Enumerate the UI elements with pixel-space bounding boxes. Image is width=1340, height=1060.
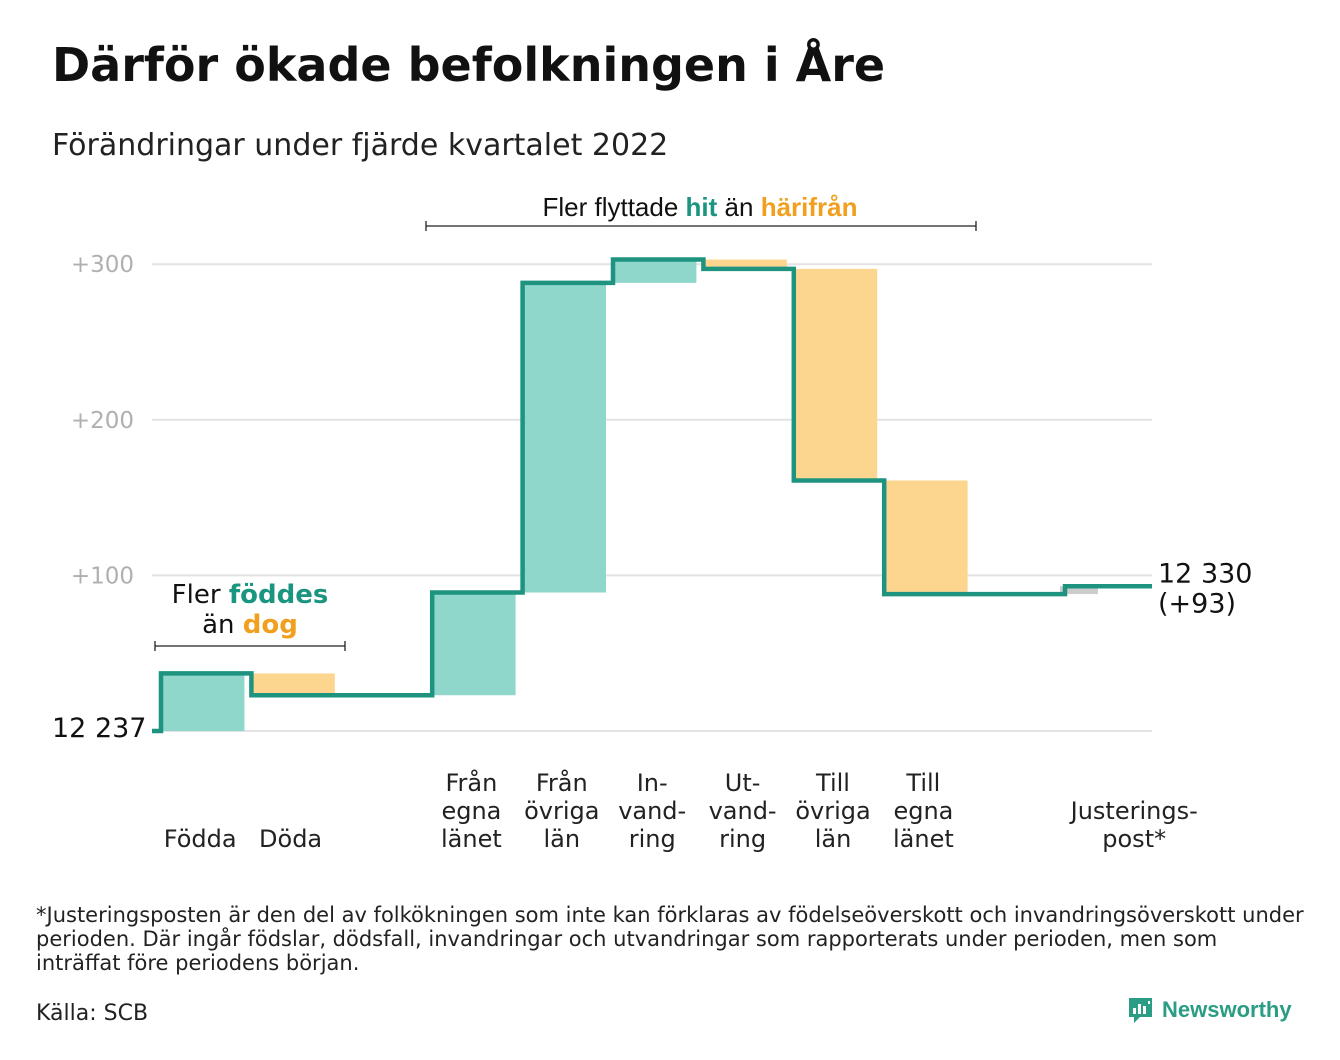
category-label: Ut- bbox=[725, 769, 761, 797]
bar-invandring bbox=[613, 259, 697, 283]
births-ann-highlight: föddes bbox=[229, 580, 329, 610]
category-label: län bbox=[815, 825, 852, 853]
category-label: Döda bbox=[259, 825, 322, 853]
bar-till-övriga-län bbox=[793, 268, 878, 481]
grid-lines bbox=[152, 263, 1152, 732]
bars bbox=[161, 259, 1098, 731]
logo-text: Newsworthy bbox=[1162, 997, 1292, 1022]
newsworthy-chart-icon bbox=[1129, 998, 1152, 1023]
deaths-ann-text: än bbox=[202, 610, 243, 640]
category-label: vand- bbox=[618, 797, 686, 825]
category-label: In- bbox=[637, 769, 668, 797]
category-label: Till bbox=[815, 769, 850, 797]
bar-justeringspost- bbox=[1060, 586, 1098, 595]
category-label: post* bbox=[1102, 825, 1166, 853]
category-label: Från bbox=[536, 768, 588, 797]
migration-annotation: Fler flyttade hit än härifrån bbox=[542, 192, 857, 222]
category-label: egna bbox=[441, 797, 501, 825]
y-tick-label: +200 bbox=[71, 408, 134, 434]
y-tick-label: +300 bbox=[71, 252, 134, 278]
migration-ann-harifran: härifrån bbox=[761, 192, 858, 222]
bar-från-övriga-län bbox=[522, 282, 606, 593]
chart-subtitle: Förändringar under fjärde kvartalet 2022 bbox=[52, 128, 669, 163]
category-label: ring bbox=[629, 825, 676, 853]
deaths-ann-highlight: dog bbox=[243, 610, 298, 640]
source-label: Källa: SCB bbox=[36, 1001, 149, 1026]
bar-födda bbox=[161, 673, 245, 731]
end-change-label: (+93) bbox=[1158, 588, 1236, 619]
chart-title: Därför ökade befolkningen i Åre bbox=[52, 38, 886, 92]
births-bracket bbox=[154, 641, 346, 651]
category-label: län bbox=[544, 825, 581, 853]
footnote: *Justeringsposten är den del av folkökni… bbox=[36, 903, 1304, 975]
category-label: egna bbox=[893, 797, 953, 825]
migration-ann-mid: än bbox=[717, 192, 760, 222]
migration-ann-hit: hit bbox=[686, 192, 718, 222]
category-label: ring bbox=[719, 825, 766, 853]
bar-till-egna-länet bbox=[884, 480, 968, 595]
migration-bracket bbox=[425, 221, 977, 231]
category-label: Från bbox=[445, 768, 497, 797]
category-label: länet bbox=[893, 825, 954, 853]
births-ann-text: Fler bbox=[172, 580, 229, 610]
category-label: övriga bbox=[524, 797, 599, 825]
step-line-layer bbox=[152, 257, 1152, 734]
births-annotation-line1: Fler föddes bbox=[172, 580, 329, 610]
category-label: vand- bbox=[709, 797, 777, 825]
bar-utvandring bbox=[703, 259, 787, 269]
end-value-label: 12 330 bbox=[1158, 558, 1252, 589]
bar-från-egna-länet bbox=[432, 592, 516, 696]
step-line bbox=[152, 257, 1152, 734]
newsworthy-logo: Newsworthy bbox=[1127, 996, 1292, 1024]
y-tick-label: +100 bbox=[71, 563, 134, 589]
base-value-label: 12 237 bbox=[52, 713, 146, 744]
category-label: Födda bbox=[164, 825, 237, 853]
category-label: övriga bbox=[795, 797, 870, 825]
migration-ann-text: Fler flyttade bbox=[542, 192, 685, 222]
category-label: Till bbox=[905, 769, 940, 797]
births-annotation-line2: än dog bbox=[202, 610, 298, 640]
bar-döda bbox=[251, 673, 335, 696]
category-label: länet bbox=[441, 825, 502, 853]
category-label: Justerings- bbox=[1069, 797, 1198, 825]
